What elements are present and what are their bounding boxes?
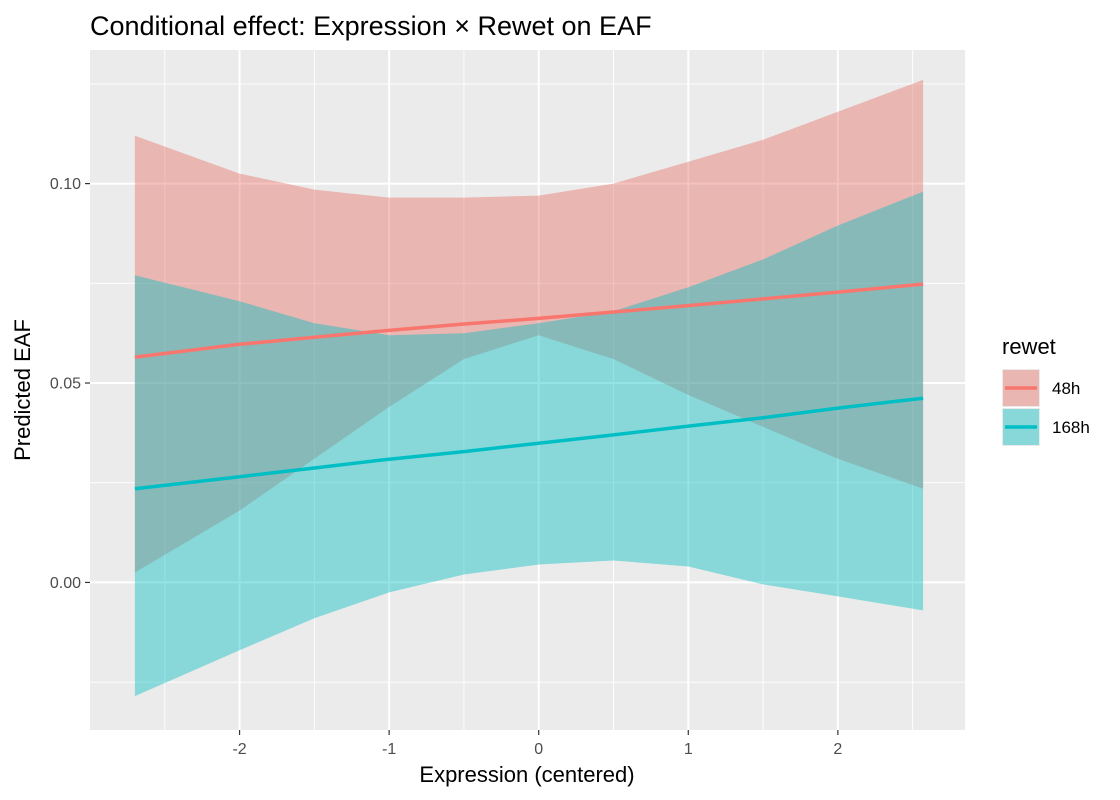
x-axis-title: Expression (centered) [419, 762, 634, 787]
plot-panel [90, 50, 965, 730]
y-tick-label: 0.05 [50, 376, 81, 393]
y-tick-label: 0.10 [50, 176, 81, 193]
minor-gridlines [90, 50, 965, 730]
major-gridlines [90, 50, 965, 730]
band-48h [134, 79, 924, 573]
chart-title: Conditional effect: Expression × Rewet o… [90, 11, 652, 41]
legend-item-48h: 48h [1002, 369, 1080, 407]
y-tick-label: 0.00 [50, 575, 81, 592]
line-168h [134, 396, 924, 491]
legend-label: 168h [1052, 418, 1090, 437]
legend-item-168h: 168h [1002, 408, 1090, 446]
line-48h [134, 282, 924, 359]
x-tick-label: 2 [833, 741, 842, 758]
legend-title: rewet [1002, 334, 1056, 359]
x-tick-label: 0 [534, 741, 543, 758]
y-axis: 0.00 0.05 0.10 [50, 176, 90, 592]
legend: rewet 48h 168h [1002, 334, 1090, 446]
x-tick-label: 1 [684, 741, 693, 758]
series-lines [134, 282, 924, 491]
legend-label: 48h [1052, 379, 1080, 398]
x-tick-label: -2 [232, 741, 246, 758]
x-axis: -2 -1 0 1 2 [232, 730, 842, 758]
y-axis-title: Predicted EAF [10, 319, 35, 461]
x-tick-label: -1 [382, 741, 396, 758]
